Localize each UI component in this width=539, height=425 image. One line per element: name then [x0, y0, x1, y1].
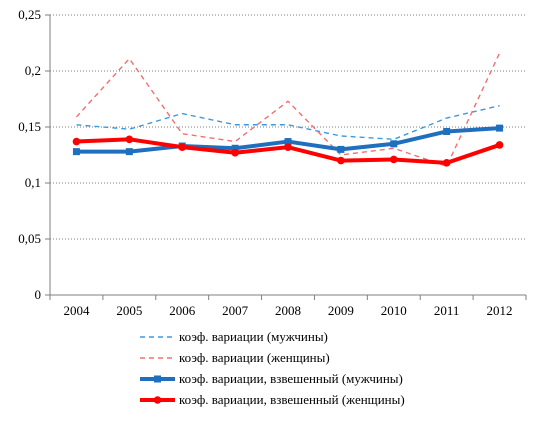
x-tick-label: 2010: [381, 303, 407, 318]
series-line: [76, 105, 500, 141]
y-tick-label: 0,05: [18, 231, 41, 246]
data-point-marker: [231, 148, 239, 157]
data-point-marker: [390, 140, 398, 148]
legend-entry: коэф. вариации, взвешенный (женщины): [140, 392, 405, 407]
legend-entry: коэф. вариации (женщины): [140, 350, 330, 365]
axes: [45, 14, 527, 300]
legend-label: коэф. вариации (мужчины): [179, 329, 328, 344]
series-line: [75, 52, 501, 167]
data-point-marker: [125, 148, 133, 156]
gridlines: [50, 14, 526, 240]
series-1: [76, 105, 500, 141]
x-tick-label: 2006: [169, 303, 196, 318]
legend-label: коэф. вариации, взвешенный (женщины): [179, 392, 405, 407]
data-point-marker: [72, 137, 81, 146]
data-point-marker: [443, 127, 451, 135]
data-point-marker: [337, 156, 345, 165]
data-point-marker: [178, 143, 187, 151]
data-point-marker: [337, 145, 345, 153]
y-tick-label: 0,25: [18, 7, 41, 22]
y-tick-label: 0: [35, 287, 42, 302]
data-point-marker: [284, 143, 292, 151]
data-point-marker: [389, 155, 398, 164]
series-4: [72, 135, 504, 167]
series-lines: [72, 52, 504, 167]
legend-marker: [153, 396, 162, 404]
legend: коэф. вариации (мужчины) коэф. вариации (…: [140, 329, 405, 407]
data-point-marker: [495, 141, 504, 149]
x-tick-label: 2011: [434, 303, 460, 318]
x-tick-label: 2012: [487, 303, 513, 318]
legend-marker: [154, 375, 161, 383]
data-point-marker: [125, 135, 134, 144]
y-tick-label: 0,15: [18, 119, 41, 134]
data-point-marker: [231, 144, 239, 152]
data-point-marker: [442, 159, 451, 167]
x-tick-label: 2008: [275, 303, 301, 318]
x-axis-tick-labels: 2004 2005 2006 2007 2008 2009 2010 2011 2012: [63, 303, 512, 318]
legend-label: коэф. вариации, взвешенный (мужчины): [179, 371, 403, 386]
x-tick-label: 2005: [116, 303, 142, 318]
y-axis-tick-labels: 0 0,05 0,1 0,15 0,2 0,25: [18, 7, 41, 302]
x-tick-label: 2009: [328, 303, 354, 318]
legend-label: коэф. вариации (женщины): [179, 350, 330, 365]
data-point-marker: [284, 138, 292, 146]
data-point-marker: [496, 124, 504, 132]
x-tick-label: 2004: [63, 303, 90, 318]
data-point-marker: [72, 148, 80, 156]
series-2: [75, 52, 501, 167]
x-tick-label: 2007: [222, 303, 249, 318]
y-tick-label: 0,2: [25, 63, 41, 78]
y-tick-label: 0,1: [25, 175, 41, 190]
legend-entry: коэф. вариации (мужчины): [140, 329, 328, 344]
legend-entry: коэф. вариации, взвешенный (мужчины): [140, 371, 403, 386]
